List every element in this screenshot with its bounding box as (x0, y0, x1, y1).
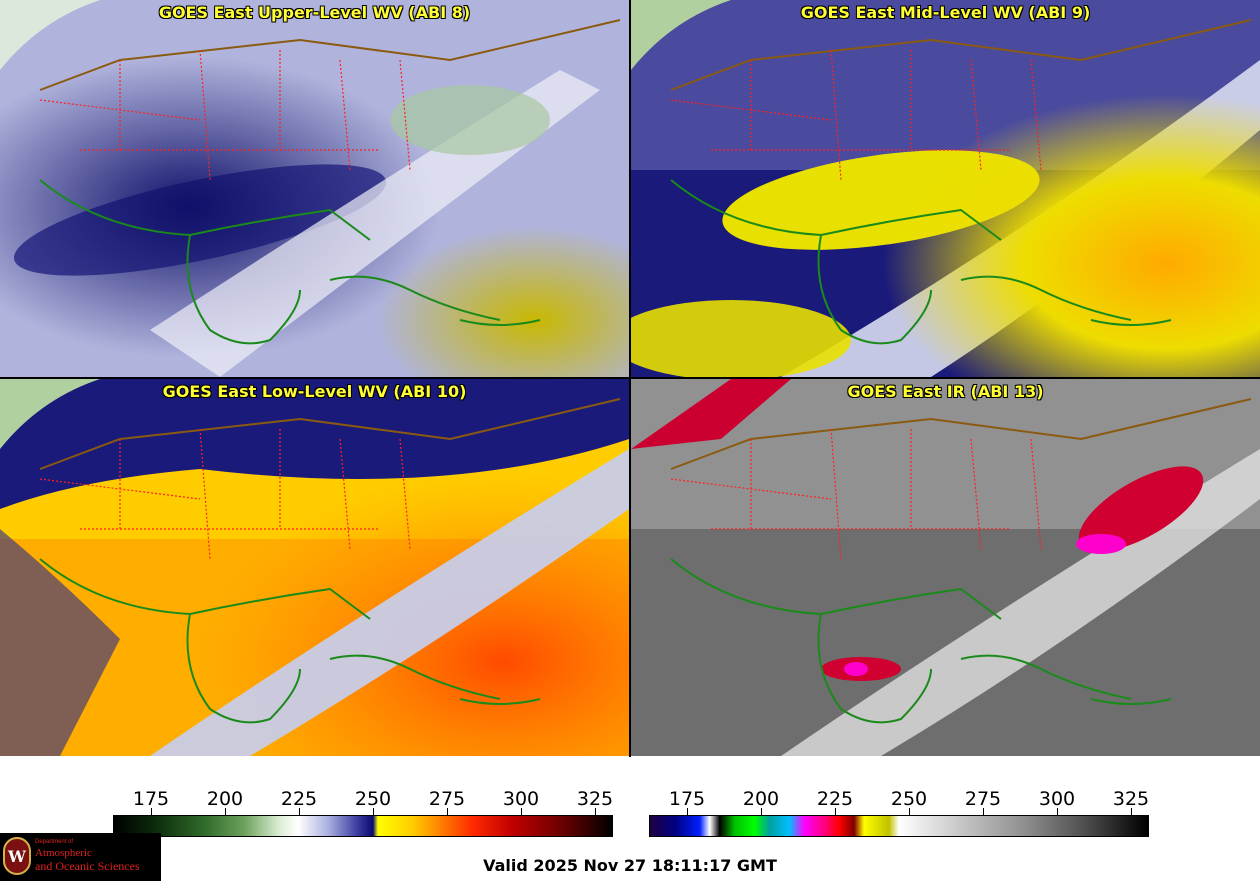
colorbar-ir-tickmark (1131, 808, 1132, 815)
colorbar-wv-tickmark (373, 808, 374, 815)
colorbar-wv-tickmark (521, 808, 522, 815)
colorbar-ir-tick: 275 (964, 788, 1002, 810)
low-level-wv-image (0, 379, 629, 756)
colorbar-ir-tickmark (687, 808, 688, 815)
colorbar-ir (649, 815, 1149, 837)
colorbar-ir-tick: 325 (1112, 788, 1150, 810)
colorbar-ir-tick: 200 (742, 788, 780, 810)
panel-title: GOES East Low-Level WV (ABI 10) (162, 382, 467, 401)
valid-time: Valid 2025 Nov 27 18:11:17 GMT (483, 856, 777, 875)
colorbar-wv-tick: 275 (428, 788, 466, 810)
colorbar-wv-tickmark (447, 808, 448, 815)
colorbar-wv-tickmark (595, 808, 596, 815)
panel-low-level-wv: GOES East Low-Level WV (ABI 10) (0, 379, 629, 756)
colorbar-wv-tick: 200 (206, 788, 244, 810)
colorbar-ir-tick: 300 (1038, 788, 1076, 810)
colorbar-ir-tickmark (909, 808, 910, 815)
mid-level-wv-image (631, 0, 1260, 377)
colorbar-ir-tickmark (1057, 808, 1058, 815)
colorbar-wv-tick: 175 (132, 788, 170, 810)
panel-title: GOES East Upper-Level WV (ABI 8) (158, 3, 471, 22)
colorbar-ir-tickmark (835, 808, 836, 815)
colorbar-ir-tick: 225 (816, 788, 854, 810)
panel-ir: GOES East IR (ABI 13) (631, 379, 1260, 756)
colorbar-wv-tick: 300 (502, 788, 540, 810)
panel-title: GOES East Mid-Level WV (ABI 9) (800, 3, 1091, 22)
colorbar-ir-tick: 250 (890, 788, 928, 810)
colorbar-wv-tick: 325 (576, 788, 614, 810)
uw-seal-icon: W (3, 837, 31, 875)
colorbar-wv-tickmark (151, 808, 152, 815)
colorbar-ir-tickmark (761, 808, 762, 815)
panel-mid-level-wv: GOES East Mid-Level WV (ABI 9) (631, 0, 1260, 377)
colorbar-ir-tick: 175 (668, 788, 706, 810)
colorbar-wv-tick: 225 (280, 788, 318, 810)
logo-name-line2: and Oceanic Sciences (35, 859, 140, 873)
ir-image (631, 379, 1260, 756)
panel-divider-horizontal (0, 377, 1260, 379)
panel-upper-level-wv: GOES East Upper-Level WV (ABI 8) (0, 0, 629, 377)
colorbar-wv-tickmark (299, 808, 300, 815)
colorbar-wv-tickmark (225, 808, 226, 815)
logo-dept-text: Department of (35, 839, 74, 845)
panel-title: GOES East IR (ABI 13) (847, 382, 1044, 401)
upper-level-wv-image (0, 0, 629, 377)
colorbar-ir-tickmark (983, 808, 984, 815)
colorbar-wv-tick: 250 (354, 788, 392, 810)
aos-logo: W Department of Atmospheric and Oceanic … (0, 833, 161, 881)
logo-name-line1: Atmospheric (35, 847, 92, 859)
colorbar-wv (113, 815, 613, 837)
